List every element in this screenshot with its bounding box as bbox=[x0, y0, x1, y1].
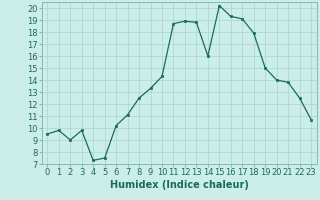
X-axis label: Humidex (Indice chaleur): Humidex (Indice chaleur) bbox=[110, 180, 249, 190]
